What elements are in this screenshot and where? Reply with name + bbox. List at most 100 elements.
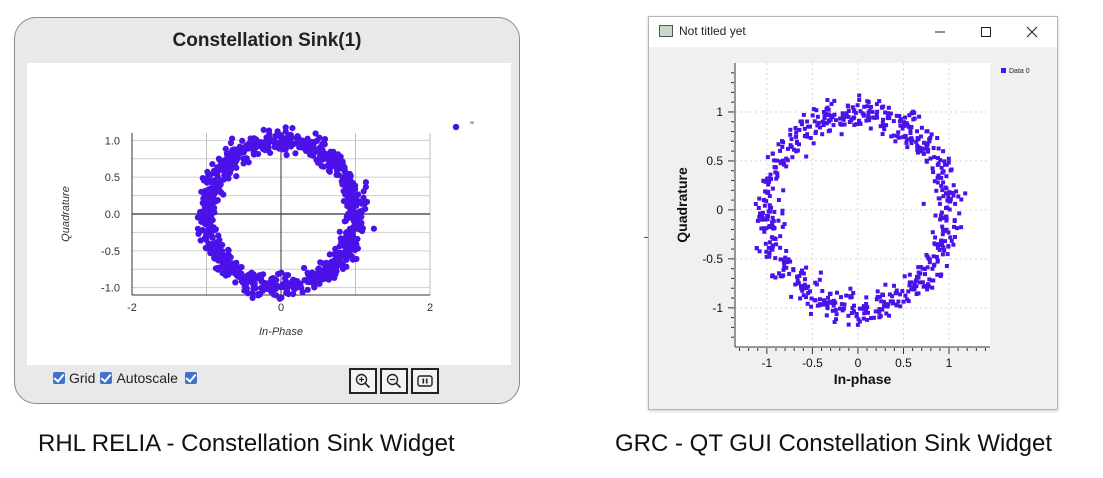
data-point <box>855 103 860 108</box>
data-point <box>941 246 946 251</box>
data-point <box>818 297 822 302</box>
data-point <box>944 174 949 179</box>
data-point <box>858 109 863 114</box>
data-point <box>338 238 345 245</box>
data-point <box>941 149 946 154</box>
data-point <box>793 126 798 130</box>
data-point <box>940 224 945 229</box>
autoscale-checkbox[interactable] <box>100 372 113 384</box>
data-point <box>927 260 932 265</box>
y-tick-label: -1 <box>712 301 723 315</box>
data-point <box>354 220 361 227</box>
data-point <box>909 141 914 145</box>
data-point <box>875 115 880 120</box>
data-point <box>934 255 939 259</box>
data-point <box>349 227 356 234</box>
data-point <box>320 139 327 146</box>
data-point <box>898 292 902 297</box>
data-point <box>800 268 804 273</box>
data-point <box>319 156 326 163</box>
data-point <box>939 272 944 277</box>
data-point <box>757 196 762 201</box>
data-point <box>282 124 289 131</box>
grc-titlebar[interactable]: Not titled yet <box>649 17 1057 47</box>
data-point <box>916 275 921 280</box>
data-point <box>773 256 778 261</box>
data-point <box>875 289 880 294</box>
data-point <box>930 166 935 171</box>
data-point <box>265 133 272 141</box>
data-point <box>239 137 246 144</box>
data-point <box>907 113 912 118</box>
data-point <box>317 147 325 154</box>
data-point <box>938 213 943 218</box>
data-point <box>845 103 850 108</box>
data-point <box>780 208 785 213</box>
data-points <box>753 93 968 327</box>
data-point <box>809 312 813 316</box>
data-point <box>205 219 212 226</box>
relia-buttons <box>349 368 439 394</box>
data-point <box>894 288 899 293</box>
data-point <box>831 123 836 128</box>
close-button[interactable] <box>1009 17 1055 47</box>
data-point <box>231 160 239 167</box>
data-point <box>317 259 324 266</box>
data-point <box>311 284 318 291</box>
data-point <box>778 257 783 262</box>
data-point <box>891 133 896 138</box>
pause-button[interactable] <box>411 368 439 394</box>
data-point <box>839 302 844 307</box>
data-point <box>839 122 844 127</box>
data-point <box>244 290 252 297</box>
data-point <box>947 207 952 212</box>
data-point <box>809 296 814 301</box>
data-point <box>781 158 786 163</box>
data-point <box>199 175 206 182</box>
data-point <box>930 230 935 235</box>
data-point <box>305 271 312 278</box>
data-point <box>882 299 886 304</box>
data-point <box>327 158 334 165</box>
data-point <box>927 139 932 144</box>
data-point <box>338 178 345 185</box>
data-point <box>772 158 777 163</box>
legend-label: Data 0 <box>1009 68 1030 75</box>
data-point <box>937 196 942 201</box>
data-point <box>929 132 934 137</box>
data-point <box>316 273 323 280</box>
zoom-in-button[interactable] <box>349 368 377 394</box>
pause-icon <box>417 375 433 387</box>
window-title: Not titled yet <box>679 24 746 38</box>
data-point <box>959 197 964 202</box>
data-point <box>933 242 938 247</box>
data-point <box>278 269 285 276</box>
data-point <box>833 300 838 305</box>
data-point <box>894 113 899 118</box>
data-point <box>756 206 761 210</box>
data-point <box>349 232 356 239</box>
minimize-button[interactable] <box>917 17 963 47</box>
data-point <box>766 245 771 250</box>
data-point <box>913 279 918 284</box>
data-point <box>864 302 869 306</box>
extra-checkbox[interactable] <box>184 372 197 384</box>
data-point <box>907 272 912 277</box>
data-point <box>946 194 951 199</box>
data-point <box>874 112 879 117</box>
data-point <box>943 214 948 219</box>
data-point <box>794 134 799 139</box>
data-point <box>290 141 297 148</box>
zoom-out-button[interactable] <box>380 368 408 394</box>
data-point <box>788 259 793 264</box>
data-point <box>323 265 330 272</box>
data-point <box>770 215 775 220</box>
relia-title: Constellation Sink(1) <box>172 30 362 51</box>
data-point <box>941 216 945 221</box>
app-icon <box>659 25 673 37</box>
data-point <box>948 199 953 204</box>
grid-checkbox[interactable] <box>53 372 65 384</box>
maximize-button[interactable] <box>963 17 1009 47</box>
data-point <box>893 139 898 144</box>
data-point <box>777 271 781 276</box>
